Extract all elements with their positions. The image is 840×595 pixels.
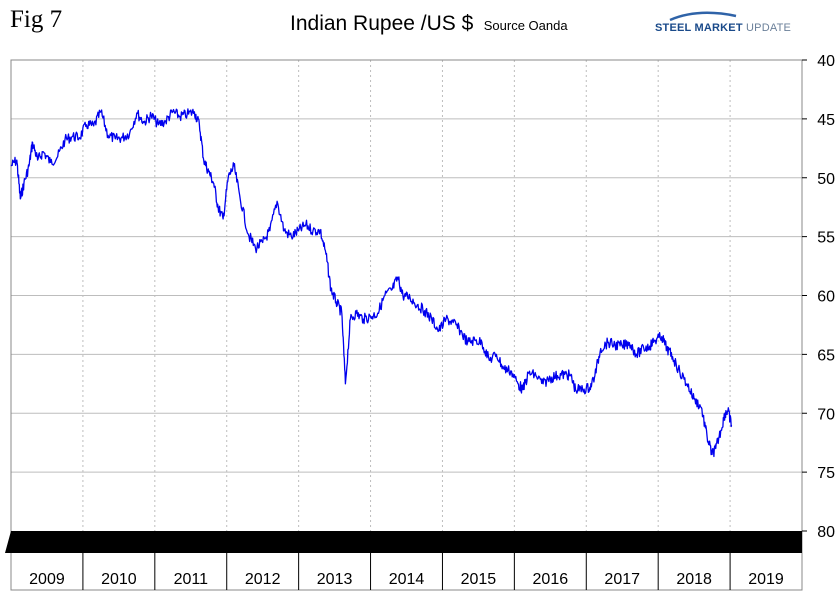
- brand-logo: STEEL MARKET UPDATE: [655, 22, 791, 34]
- y-tick-label-40: 40: [817, 53, 835, 70]
- vertical-gridlines: [82, 60, 731, 531]
- figure-label: Fig 7: [10, 6, 63, 33]
- x-category-label-2009: 2009: [29, 571, 65, 588]
- x-category-label-2011: 2011: [174, 571, 209, 588]
- chart-title: Indian Rupee /US $: [290, 12, 474, 35]
- black-band-corner: [5, 531, 11, 553]
- brand-name-suffix: UPDATE: [746, 22, 792, 34]
- y-tick-label-60: 60: [817, 289, 835, 306]
- brand-swoosh-icon: [669, 11, 737, 22]
- brand-name: STEEL MARKET: [655, 22, 743, 34]
- horizontal-gridlines: [11, 59, 802, 473]
- series-line-0: [10, 108, 733, 458]
- x-category-label-2018: 2018: [676, 571, 712, 588]
- y-tick-label-55: 55: [817, 230, 835, 247]
- series-layer: [10, 108, 733, 458]
- y-tick-label-70: 70: [817, 406, 835, 423]
- x-category-label-2017: 2017: [604, 571, 640, 588]
- x-category-label-2016: 2016: [533, 571, 569, 588]
- plot-frame: [10, 59, 803, 591]
- y-tick-label-65: 65: [817, 347, 835, 364]
- y-tick-label-50: 50: [817, 171, 835, 188]
- plot-border: [10, 59, 803, 591]
- x-category-label-2015: 2015: [461, 571, 497, 588]
- y-axis-tick-labels: 40 45 50 55 60 65 70 75 80: [802, 53, 835, 541]
- x-category-label-2014: 2014: [389, 571, 425, 588]
- x-category-label-2013: 2013: [317, 571, 353, 588]
- y-tick-label-45: 45: [817, 112, 835, 129]
- bottom-black-band: [5, 531, 802, 553]
- black-band-bar: [11, 531, 802, 553]
- x-category-label-2010: 2010: [101, 571, 137, 588]
- x-category-label-2012: 2012: [245, 571, 281, 588]
- y-tick-label-80: 80: [817, 524, 835, 541]
- y-tick-label-75: 75: [817, 465, 835, 482]
- chart-title-block: Indian Rupee /US $ Source Oanda: [290, 12, 568, 36]
- x-category-label-2019: 2019: [748, 571, 784, 588]
- chart-subtitle: Source Oanda: [483, 18, 568, 33]
- x-axis-category-labels: 2009 2010 2011 2012 2013 2014 2015 2016 2017 2018…: [29, 553, 784, 590]
